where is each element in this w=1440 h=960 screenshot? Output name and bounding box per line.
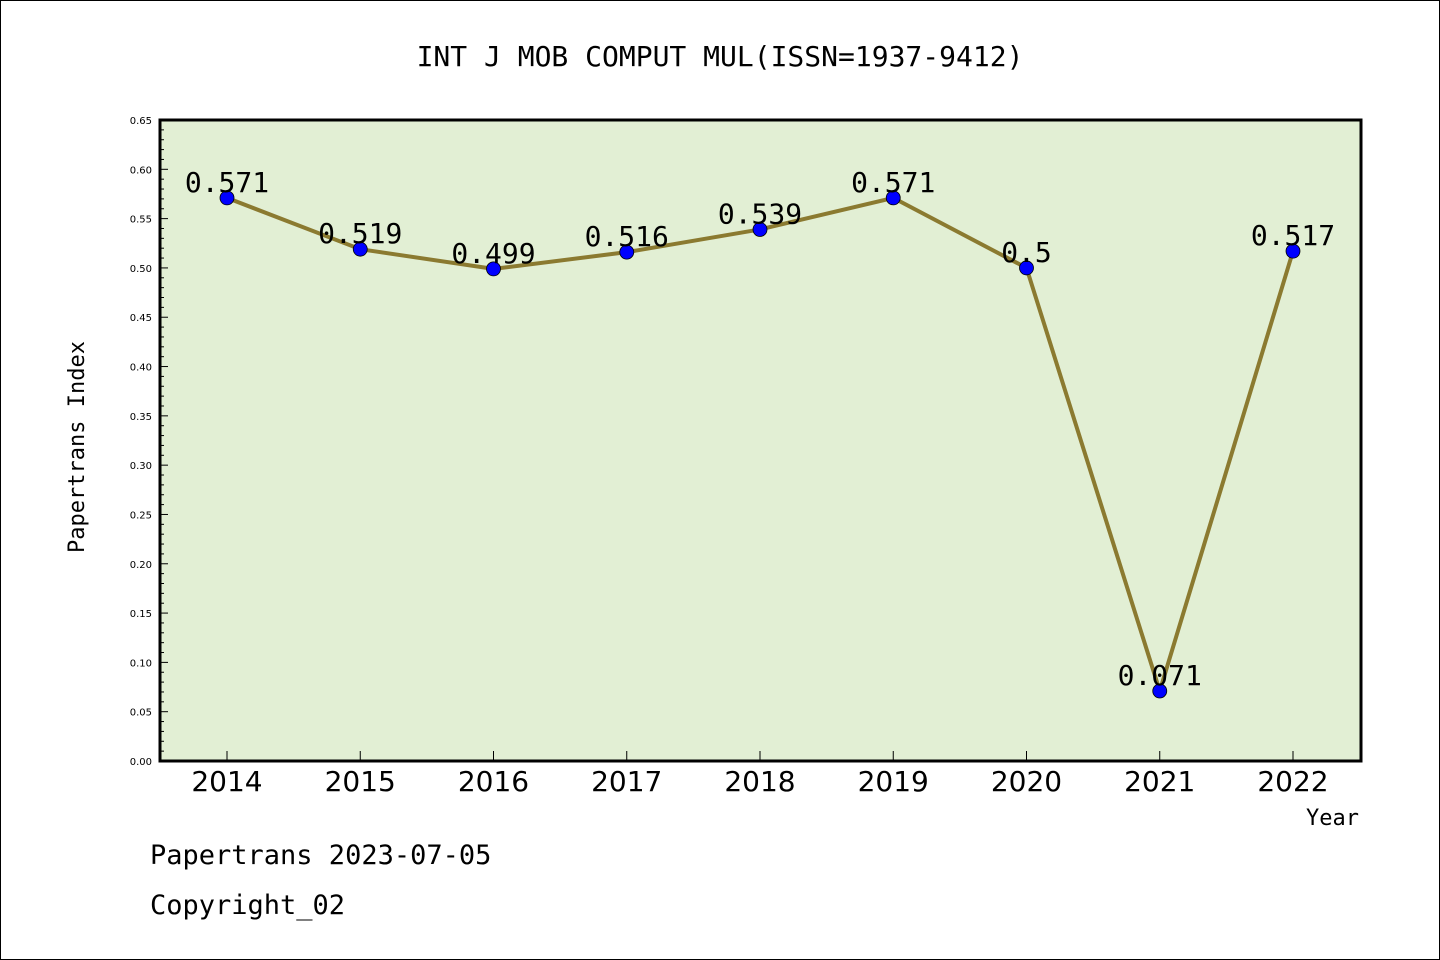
y-axis: 0.00 0.05 0.10 0.15 0.20 0.25 0.30 0.35 0.40 0.45… — [130, 116, 168, 768]
data-point-2014 — [219, 190, 235, 206]
x-tick-label: 2021 — [1124, 765, 1195, 798]
chart-title: INT J MOB COMPUT MUL(ISSN=1937-9412) — [417, 40, 1024, 73]
data-label-2018: 0.539 — [718, 197, 802, 230]
y-tick-label: 0.05 — [130, 708, 152, 719]
data-point-2021 — [1152, 683, 1168, 699]
y-tick-label: 0.45 — [130, 313, 152, 324]
x-tick-label: 2020 — [991, 765, 1062, 798]
x-axis: 2014 2015 2016 2017 2018 2019 2020 2021 2022 — [191, 751, 1329, 798]
data-labels: 0.571 0.519 0.499 0.516 0.539 0.571 0.5 0.071 0.… — [185, 166, 1335, 692]
footer-copyright: Copyright_02 — [150, 890, 345, 921]
data-point-2017 — [619, 244, 635, 260]
data-label-2020: 0.5 — [1001, 236, 1052, 269]
x-tick-label: 2017 — [591, 765, 662, 798]
y-tick-label: 0.25 — [130, 510, 152, 521]
data-label-2022: 0.517 — [1251, 219, 1335, 252]
x-tick-label: 2016 — [458, 765, 529, 798]
data-label-2017: 0.516 — [585, 220, 669, 253]
footer-date: Papertrans 2023-07-05 — [150, 840, 491, 871]
data-point-2016 — [486, 261, 501, 277]
x-tick-label: 2015 — [325, 765, 396, 798]
x-tick-label: 2014 — [191, 765, 262, 798]
y-tick-label: 0.20 — [130, 560, 152, 571]
y-tick-label: 0.55 — [130, 215, 152, 226]
data-point-2022 — [1285, 243, 1301, 259]
y-tick-label: 0.40 — [130, 363, 152, 374]
data-point-2019 — [885, 190, 901, 206]
data-point-2015 — [352, 241, 368, 257]
x-tick-label: 2022 — [1257, 765, 1328, 798]
y-tick-label: 0.60 — [130, 165, 152, 176]
data-label-2021: 0.071 — [1118, 659, 1202, 692]
data-label-2016: 0.499 — [451, 237, 535, 270]
data-label-2019: 0.571 — [851, 166, 935, 199]
series-line-group — [219, 190, 1301, 699]
x-tick-label: 2018 — [724, 765, 795, 798]
y-tick-label: 0.15 — [130, 609, 152, 620]
data-label-2014: 0.571 — [185, 166, 269, 199]
data-label-2015: 0.519 — [318, 217, 402, 250]
y-axis-title: Papertrans Index — [65, 341, 90, 553]
data-point-2020 — [1019, 260, 1034, 276]
y-tick-label: 0.00 — [130, 757, 152, 768]
y-tick-label: 0.50 — [130, 264, 152, 275]
x-tick-label: 2019 — [858, 765, 929, 798]
data-point-2018 — [752, 222, 768, 237]
y-tick-label: 0.10 — [130, 658, 152, 669]
y-tick-label: 0.30 — [130, 461, 152, 472]
y-tick-label: 0.65 — [130, 116, 152, 127]
x-axis-title: Year — [1306, 806, 1359, 831]
y-tick-label: 0.35 — [130, 412, 152, 423]
